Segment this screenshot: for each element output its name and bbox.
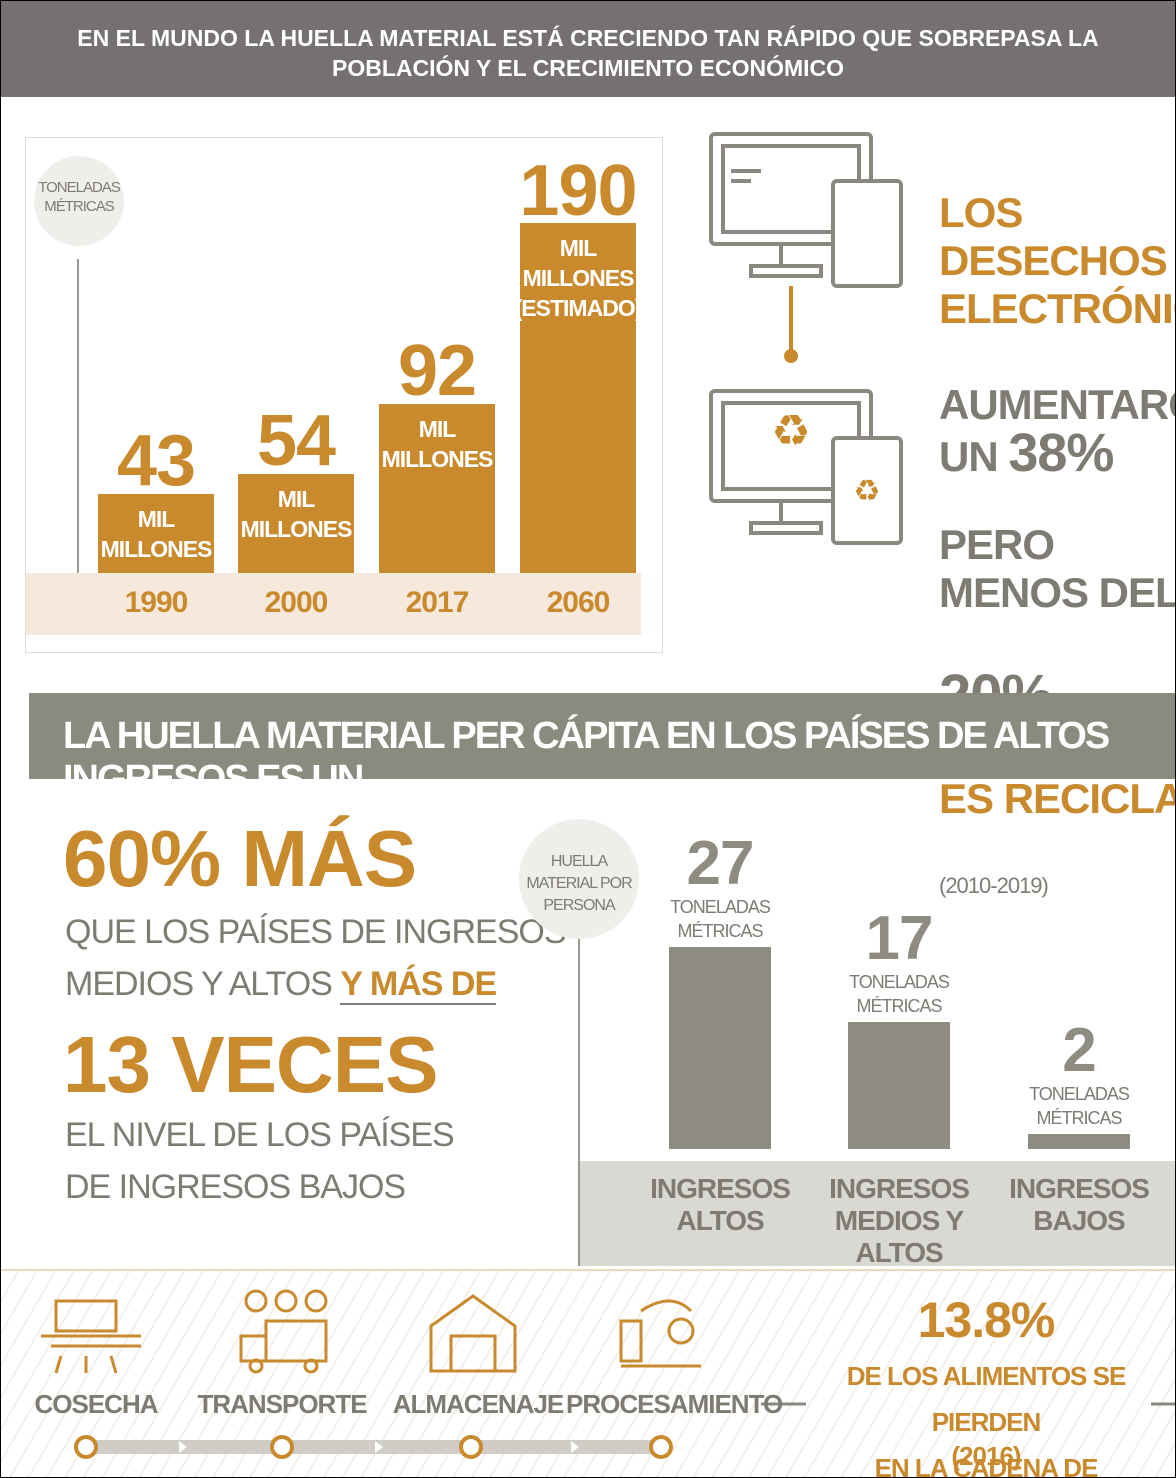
x-tick-label: 2017 — [405, 586, 470, 619]
ewaste-line: LOS DESECHOS ELECTRÓNICOS — [939, 189, 1175, 332]
bar — [98, 493, 214, 573]
bar — [238, 473, 354, 573]
food-icons — [41, 1289, 1175, 1459]
stage-label: PROCESAMIENTO — [566, 1389, 783, 1419]
stat-text-1b: Y MÁS DE — [340, 965, 497, 1005]
axis-line — [77, 259, 79, 573]
stage-label: TRANSPORTE — [197, 1389, 367, 1419]
stage-label: COSECHA — [34, 1389, 158, 1419]
food-stat: 13.8% — [917, 1292, 1056, 1348]
food-text: DE LOS ALIMENTOS SE PIERDEN EN LA CADENA… — [846, 1361, 1127, 1478]
data-label: 43 — [116, 421, 196, 502]
stage-label: ALMACENAJE — [392, 1389, 565, 1419]
axis-line — [578, 939, 580, 1266]
stat-text-1: QUE LOS PAÍSES DE INGRESOS MEDIOS Y ALTO… — [65, 913, 567, 1003]
svg-text:♻: ♻ — [771, 407, 810, 456]
ewaste-period: (2010-2019) — [939, 873, 1049, 898]
bar-label: TONELADAS MÉTRICAS — [849, 971, 950, 1016]
data-label: 54 — [256, 401, 336, 482]
chart-base — [579, 1161, 1175, 1266]
stat-1: 60% MÁS — [63, 814, 417, 903]
banner — [29, 693, 1175, 779]
x-tick-label: 1990 — [124, 586, 189, 619]
x-tick-label: INGRESOS ALTOS — [650, 1173, 791, 1236]
food-period: (2016) — [951, 1441, 1021, 1471]
unit-label: HUELLA MATERIAL POR PERSONA — [526, 853, 632, 914]
x-tick-label: INGRESOS BAJOS — [1009, 1173, 1150, 1236]
bar-label: TONELADAS MÉTRICAS — [670, 896, 771, 941]
bar-label: MIL MILLONES — [381, 415, 494, 472]
ewaste-stat: 38% — [1008, 423, 1114, 483]
data-label: 92 — [397, 331, 477, 412]
bar-label: MIL MILLONES — [100, 505, 213, 562]
svg-text:♻: ♻ — [854, 475, 881, 508]
device-icons: ♻ ♻ — [709, 132, 903, 545]
chart-frame — [25, 137, 663, 653]
banner-text: LA HUELLA MATERIAL PER CÁPITA EN LOS PAÍ… — [63, 715, 1110, 800]
bar — [1028, 1134, 1130, 1149]
bar-label: TONELADAS MÉTRICAS — [1029, 1084, 1130, 1128]
data-label: 2 — [1062, 1016, 1096, 1085]
ewaste-line: PERO MENOS DEL — [939, 521, 1176, 616]
ewaste-line: ES RECICLADO — [939, 775, 1175, 822]
data-label: 27 — [686, 828, 755, 898]
bar — [848, 1021, 950, 1149]
bar-label: MIL MILLONES (ESTIMADO) — [514, 235, 643, 322]
unit-circle — [34, 156, 124, 246]
data-label: 17 — [865, 903, 934, 973]
stat-text: QUE LOS PAÍSES DE INGRESOS MEDIOS Y ALTO… — [65, 906, 567, 1010]
stat-2: 13 VECES — [63, 1020, 438, 1109]
bar — [669, 946, 771, 1149]
unit-label: TONELADAS MÉTRICAS — [38, 179, 121, 215]
bar — [379, 403, 495, 573]
stat-text-2: EL NIVEL DE LOS PAÍSES DE INGRESOS BAJOS — [65, 1116, 455, 1206]
header-bar — [1, 1, 1175, 97]
x-tick-label: 2060 — [546, 586, 611, 619]
bar — [520, 223, 636, 573]
unit-circle — [519, 819, 639, 939]
x-tick-label: INGRESOS MEDIOS Y ALTOS — [829, 1173, 970, 1268]
ewaste-line: AUMENTARON UN — [939, 381, 1175, 480]
ewaste-text: LOS DESECHOS ELECTRÓNICOS AUMENTARON UN … — [939, 141, 1176, 949]
bar-label: MIL MILLONES — [240, 485, 353, 542]
data-label: 190 — [519, 151, 637, 231]
chart-base — [26, 573, 641, 635]
x-tick-label: 2000 — [264, 586, 329, 619]
header-title: EN EL MUNDO LA HUELLA MATERIAL ESTÁ CREC… — [77, 25, 1099, 81]
